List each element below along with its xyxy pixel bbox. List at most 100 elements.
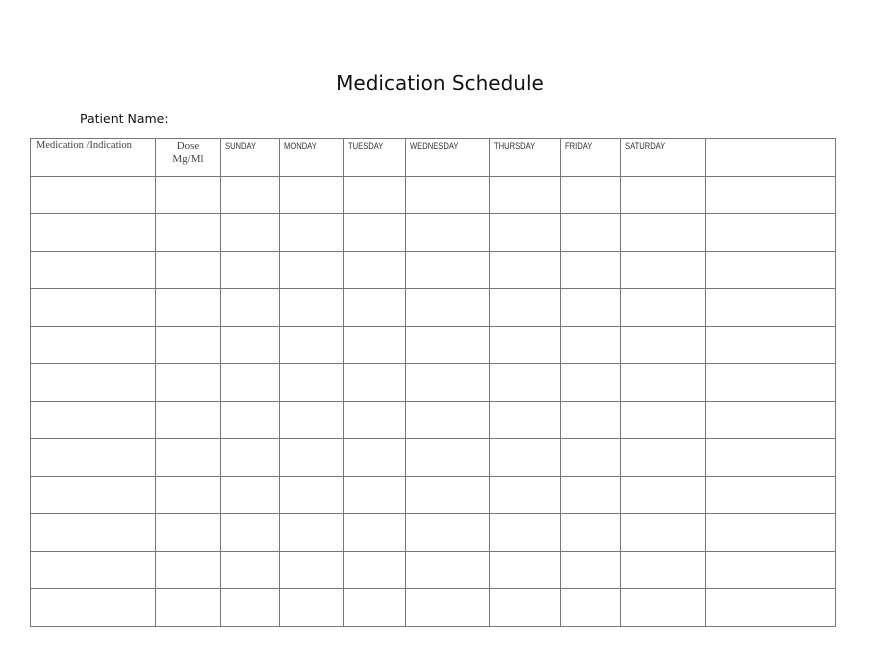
table-cell[interactable] [560,363,621,402]
table-cell[interactable] [489,213,561,252]
table-cell[interactable] [405,175,490,214]
table-cell[interactable] [155,550,221,589]
table-cell[interactable] [343,325,406,364]
table-cell[interactable] [343,363,406,402]
table-cell[interactable] [705,438,836,477]
table-cell[interactable] [705,213,836,252]
table-cell[interactable] [220,475,280,514]
table-cell[interactable] [405,438,490,477]
table-cell[interactable] [30,213,156,252]
table-cell[interactable] [705,325,836,364]
table-cell[interactable] [279,400,344,439]
table-cell[interactable] [279,325,344,364]
table-cell[interactable] [620,513,706,552]
table-cell[interactable] [620,400,706,439]
table-cell[interactable] [405,288,490,327]
table-cell[interactable] [343,288,406,327]
table-cell[interactable] [343,250,406,289]
table-cell[interactable] [155,325,221,364]
table-cell[interactable] [30,288,156,327]
table-cell[interactable] [560,250,621,289]
table-cell[interactable] [343,213,406,252]
table-cell[interactable] [279,288,344,327]
table-cell[interactable] [405,513,490,552]
table-cell[interactable] [620,213,706,252]
table-cell[interactable] [155,438,221,477]
table-cell[interactable] [705,400,836,439]
table-cell[interactable] [489,550,561,589]
table-cell[interactable] [343,475,406,514]
table-cell[interactable] [489,325,561,364]
table-cell[interactable] [489,475,561,514]
table-cell[interactable] [560,513,621,552]
table-cell[interactable] [30,250,156,289]
table-cell[interactable] [560,475,621,514]
table-cell[interactable] [279,475,344,514]
table-cell[interactable] [489,400,561,439]
table-cell[interactable] [155,250,221,289]
table-cell[interactable] [155,288,221,327]
table-cell[interactable] [489,363,561,402]
table-cell[interactable] [560,438,621,477]
table-cell[interactable] [30,438,156,477]
table-cell[interactable] [220,550,280,589]
table-cell[interactable] [220,288,280,327]
table-cell[interactable] [620,250,706,289]
table-cell[interactable] [30,588,156,627]
table-cell[interactable] [155,400,221,439]
table-cell[interactable] [220,175,280,214]
table-cell[interactable] [279,175,344,214]
table-cell[interactable] [220,325,280,364]
table-cell[interactable] [220,363,280,402]
table-cell[interactable] [705,288,836,327]
table-cell[interactable] [30,363,156,402]
table-cell[interactable] [489,513,561,552]
table-cell[interactable] [705,363,836,402]
table-cell[interactable] [343,400,406,439]
table-cell[interactable] [220,513,280,552]
table-cell[interactable] [405,213,490,252]
table-cell[interactable] [155,475,221,514]
table-cell[interactable] [220,250,280,289]
table-cell[interactable] [155,363,221,402]
table-cell[interactable] [30,475,156,514]
table-cell[interactable] [560,588,621,627]
table-cell[interactable] [30,325,156,364]
table-cell[interactable] [560,213,621,252]
table-cell[interactable] [30,400,156,439]
table-cell[interactable] [405,250,490,289]
table-cell[interactable] [489,588,561,627]
table-cell[interactable] [279,588,344,627]
table-cell[interactable] [560,175,621,214]
table-cell[interactable] [220,438,280,477]
table-cell[interactable] [560,550,621,589]
table-cell[interactable] [620,550,706,589]
table-cell[interactable] [405,588,490,627]
table-cell[interactable] [620,325,706,364]
table-cell[interactable] [560,325,621,364]
table-cell[interactable] [705,588,836,627]
table-cell[interactable] [279,438,344,477]
table-cell[interactable] [279,363,344,402]
table-cell[interactable] [279,550,344,589]
table-cell[interactable] [30,175,156,214]
table-cell[interactable] [489,438,561,477]
table-cell[interactable] [343,588,406,627]
table-cell[interactable] [279,513,344,552]
table-cell[interactable] [620,588,706,627]
table-cell[interactable] [405,363,490,402]
table-cell[interactable] [220,588,280,627]
table-cell[interactable] [705,513,836,552]
table-cell[interactable] [220,213,280,252]
table-cell[interactable] [343,175,406,214]
table-cell[interactable] [220,400,280,439]
table-cell[interactable] [343,438,406,477]
table-cell[interactable] [405,550,490,589]
table-cell[interactable] [279,213,344,252]
table-cell[interactable] [30,550,156,589]
table-cell[interactable] [405,475,490,514]
table-cell[interactable] [155,213,221,252]
table-cell[interactable] [620,475,706,514]
table-cell[interactable] [405,325,490,364]
table-cell[interactable] [560,288,621,327]
